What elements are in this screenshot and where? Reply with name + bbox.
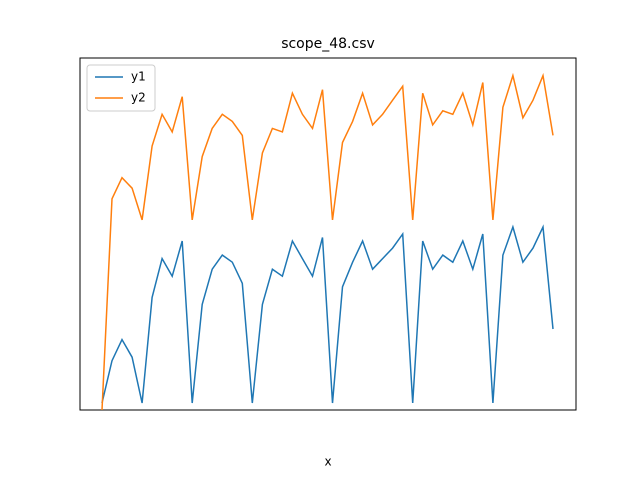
- legend-label: y2: [131, 91, 146, 105]
- chart-title: scope_48.csv: [281, 36, 375, 52]
- plot-frame: [79, 57, 577, 411]
- x-axis-label: x: [324, 455, 331, 469]
- legend-label: y1: [131, 70, 146, 84]
- series-line: [101, 72, 554, 411]
- series-line: [101, 224, 554, 404]
